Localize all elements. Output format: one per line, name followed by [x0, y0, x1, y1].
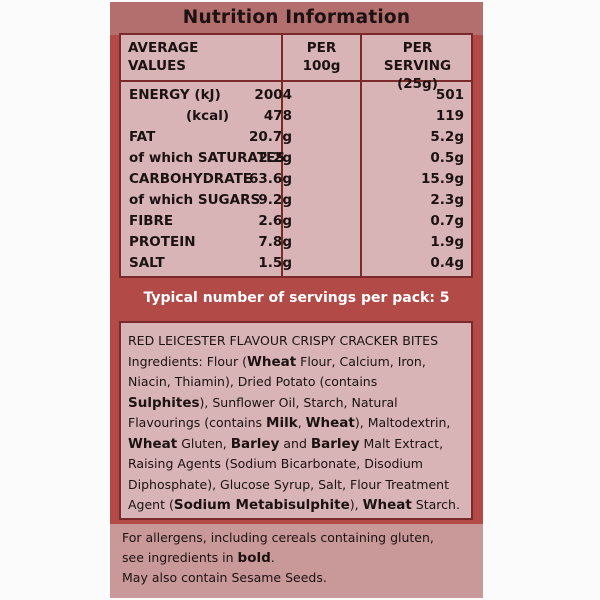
- row-label: FAT: [129, 129, 156, 145]
- title-bar: Nutrition Information: [110, 2, 483, 35]
- allergen-emphasis: Barley: [310, 435, 360, 452]
- per-serving-value: 0.5g: [430, 150, 464, 166]
- table-row-sugars: of which SUGARS 9.2g 2.3g: [121, 190, 471, 211]
- allergen-emphasis: Wheat: [305, 415, 355, 431]
- ingredients-line: Niacin, Thiamin), Dried Potato (contains: [128, 374, 378, 389]
- allergen-emphasis: Sodium Metabisulphite: [173, 497, 350, 513]
- per-100g-value: 9.2g: [258, 192, 292, 208]
- table-row-fibre: FIBRE 2.6g 0.7g: [121, 211, 471, 232]
- header-per-serving-line1: PER: [402, 40, 433, 56]
- per-serving-value: 501: [435, 87, 464, 103]
- table-row-protein: PROTEIN 7.8g 1.9g: [121, 232, 471, 253]
- header-per-100g-line2: 100g: [302, 58, 341, 74]
- row-label: SALT: [129, 255, 165, 271]
- header-per-100g-line1: PER: [306, 40, 337, 56]
- per-serving-value: 5.2g: [430, 129, 464, 145]
- ingredients-text: Ingredients: Flour (Wheat Flour, Calcium…: [128, 352, 463, 516]
- allergen-line: see ingredients in bold.: [122, 550, 275, 566]
- allergen-text: For allergens, including cereals contain…: [122, 528, 483, 588]
- header-average-line2: VALUES: [128, 58, 187, 74]
- allergen-line: May also contain Sesame Seeds.: [122, 570, 327, 585]
- ingredients-line: Flavourings (contains Milk, Wheat), Malt…: [128, 415, 451, 431]
- per-serving-value: 0.7g: [430, 213, 464, 229]
- header-per-100g: PER 100g: [283, 39, 360, 75]
- allergen-advice: For allergens, including cereals contain…: [110, 524, 483, 598]
- per-100g-value: 478: [263, 108, 292, 124]
- header-per-serving-line2: SERVING (25g): [383, 58, 452, 92]
- ingredients-line: Wheat Gluten, Barley and Barley Malt Ext…: [128, 435, 444, 452]
- per-serving-value: 0.4g: [430, 255, 464, 271]
- ingredients-line: Agent (Sodium Metabisulphite), Wheat Sta…: [128, 497, 460, 513]
- table-row-fat: FAT 20.7g 5.2g: [121, 127, 471, 148]
- table-row-energy-kj: ENERGY (kJ) 2004 501: [121, 85, 471, 106]
- ingredients-line: Ingredients: Flour (Wheat Flour, Calcium…: [128, 353, 426, 370]
- ingredients-line: Diphosphate), Glucose Syrup, Salt, Flour…: [128, 476, 449, 492]
- allergen-emphasis: Barley: [230, 435, 280, 452]
- per-serving-value: 119: [435, 108, 464, 124]
- per-100g-value: 2004: [254, 87, 292, 103]
- row-label: ENERGY (kJ): [129, 87, 221, 103]
- row-label: PROTEIN: [129, 234, 196, 250]
- per-100g-value: 63.6g: [249, 171, 292, 187]
- servings-per-pack: Typical number of servings per pack: 5: [143, 290, 450, 306]
- table-row-saturates: of which SATURATES 2.2g 0.5g: [121, 148, 471, 169]
- header-per-serving: PER SERVING (25g): [362, 39, 473, 93]
- allergen-emphasis: bold: [237, 550, 271, 566]
- product-name: RED LEICESTER FLAVOUR CRISPY CRACKER BIT…: [128, 333, 439, 348]
- row-label: FIBRE: [129, 213, 174, 229]
- nutrition-table: AVERAGE VALUES PER 100g PER SERVING (25g…: [119, 33, 473, 278]
- column-divider: [360, 35, 362, 276]
- allergen-line: For allergens, including cereals contain…: [122, 530, 434, 545]
- nutrition-title: Nutrition Information: [182, 7, 411, 28]
- ingredients-line: Raising Agents (Sodium Bicarbonate, Diso…: [128, 456, 423, 471]
- table-row-salt: SALT 1.5g 0.4g: [121, 253, 471, 274]
- per-100g-value: 1.5g: [258, 255, 292, 271]
- header-divider: [121, 80, 471, 82]
- per-100g-value: 20.7g: [249, 129, 292, 145]
- per-100g-value: 2.2g: [258, 150, 292, 166]
- nutrition-label-panel: Nutrition Information AVERAGE VALUES PER…: [110, 2, 483, 598]
- ingredients-line: Sulphites), Sunflower Oil, Starch, Natur…: [128, 394, 398, 411]
- allergen-emphasis: Wheat: [128, 435, 178, 452]
- per-100g-value: 7.8g: [258, 234, 292, 250]
- allergen-emphasis: Wheat: [362, 497, 412, 513]
- per-100g-value: 2.6g: [258, 213, 292, 229]
- per-serving-value: 1.9g: [430, 234, 464, 250]
- table-row-carbohydrate: CARBOHYDRATE 63.6g 15.9g: [121, 169, 471, 190]
- allergen-emphasis: Wheat: [246, 353, 297, 370]
- row-label: of which SATURATES: [129, 150, 286, 166]
- allergen-emphasis: Milk: [266, 415, 298, 431]
- per-serving-value: 15.9g: [421, 171, 464, 187]
- header-average-values: AVERAGE VALUES: [128, 39, 198, 75]
- per-serving-value: 2.3g: [430, 192, 464, 208]
- row-label: of which SUGARS: [129, 192, 261, 208]
- table-row-energy-kcal: (kcal) 478 119: [121, 106, 471, 127]
- row-label: (kcal): [186, 108, 230, 124]
- ingredients-box: RED LEICESTER FLAVOUR CRISPY CRACKER BIT…: [119, 321, 473, 520]
- allergen-emphasis: Sulphites: [128, 394, 200, 411]
- column-divider: [281, 35, 283, 276]
- header-average-line1: AVERAGE: [128, 40, 199, 56]
- row-label: CARBOHYDRATE: [129, 171, 253, 187]
